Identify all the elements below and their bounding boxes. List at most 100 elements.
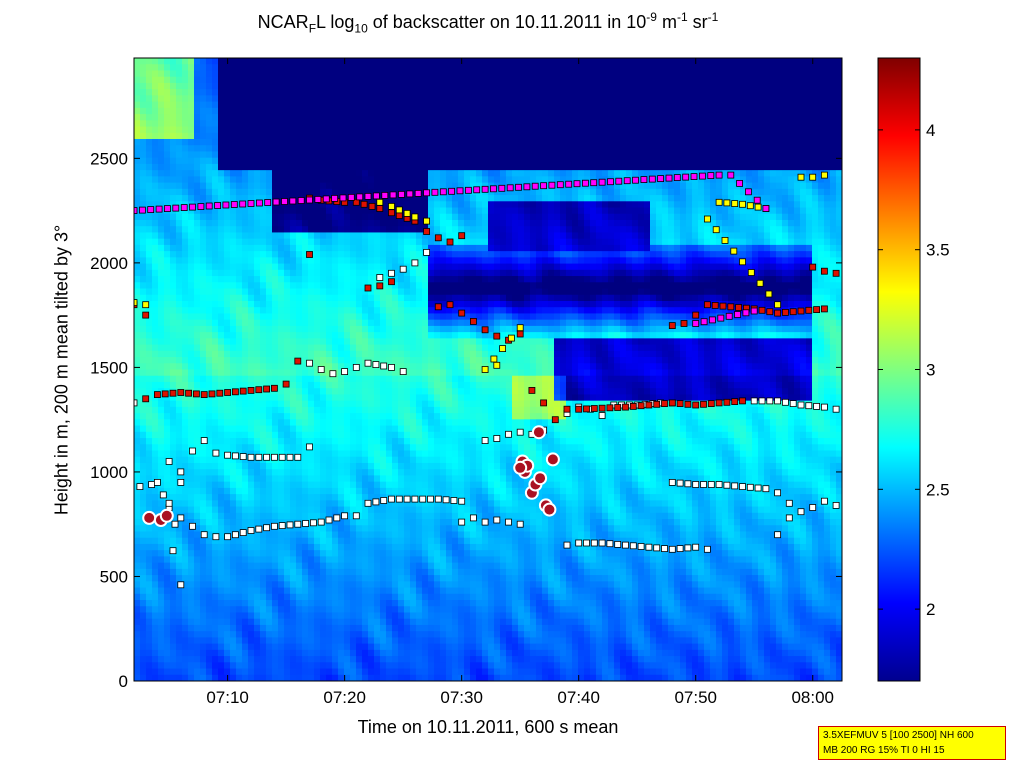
heatmap-cell bbox=[218, 157, 225, 165]
heatmap-cell bbox=[332, 394, 339, 402]
heatmap-cell bbox=[146, 419, 153, 427]
heatmap-cell bbox=[386, 537, 393, 545]
heatmap-cell bbox=[272, 207, 279, 215]
heatmap-cell bbox=[254, 438, 261, 445]
heatmap-cell bbox=[266, 219, 273, 227]
heatmap-cell bbox=[230, 101, 237, 109]
heatmap-cell bbox=[350, 132, 357, 140]
heatmap-cell bbox=[404, 537, 411, 545]
heatmap-cell bbox=[320, 394, 327, 402]
heatmap-cell bbox=[272, 357, 279, 364]
heatmap-cell bbox=[206, 101, 213, 109]
heatmap-cell bbox=[158, 487, 165, 495]
heatmap-cell bbox=[176, 338, 183, 346]
heatmap-cell bbox=[416, 219, 423, 227]
heatmap-cell bbox=[428, 643, 435, 651]
heatmap-cell bbox=[176, 431, 183, 439]
heatmap-cell bbox=[332, 481, 339, 489]
heatmap-cell bbox=[236, 325, 243, 333]
heatmap-cell bbox=[248, 332, 255, 339]
heatmap-cell bbox=[236, 294, 243, 302]
heatmap-cell bbox=[296, 562, 303, 570]
heatmap-cell bbox=[362, 425, 369, 433]
heatmap-cell bbox=[368, 600, 375, 607]
heatmap-cell bbox=[224, 649, 231, 657]
heatmap-cell bbox=[146, 550, 153, 557]
heatmap-cell bbox=[170, 618, 177, 626]
heatmap-cell bbox=[290, 244, 297, 252]
heatmap-cell bbox=[152, 332, 159, 339]
heatmap-cell bbox=[398, 562, 405, 570]
heatmap-cell bbox=[254, 394, 261, 402]
heatmap-cell bbox=[302, 612, 309, 620]
heatmap-cell bbox=[200, 238, 207, 246]
heatmap-cell bbox=[212, 89, 219, 96]
heatmap-cell bbox=[170, 163, 177, 171]
heatmap-cell bbox=[218, 543, 225, 551]
heatmap-cell bbox=[338, 357, 345, 364]
heatmap-cell bbox=[140, 481, 147, 489]
heatmap-cell bbox=[242, 431, 249, 439]
heatmap-cell bbox=[248, 649, 255, 657]
heatmap-cell bbox=[338, 519, 345, 526]
heatmap-cell bbox=[218, 300, 225, 308]
heatmap-cell bbox=[236, 350, 243, 358]
heatmap-cell bbox=[308, 593, 315, 601]
heatmap-cell bbox=[188, 338, 195, 346]
heatmap-cell bbox=[314, 257, 321, 265]
heatmap-cell bbox=[182, 662, 189, 670]
heatmap-cell bbox=[188, 76, 195, 84]
heatmap-cell bbox=[260, 294, 267, 302]
heatmap-cell bbox=[404, 543, 411, 551]
heatmap-cell bbox=[206, 319, 213, 327]
heatmap-cell bbox=[422, 276, 429, 283]
heatmap-cell bbox=[428, 257, 435, 265]
heatmap-cell bbox=[200, 481, 207, 489]
heatmap-cell bbox=[296, 494, 303, 501]
heatmap-cell bbox=[308, 606, 315, 614]
heatmap-cell bbox=[380, 151, 387, 159]
heatmap-cell bbox=[260, 381, 267, 389]
heatmap-cell bbox=[398, 413, 405, 420]
heatmap-cell bbox=[368, 656, 375, 663]
heatmap-cell bbox=[314, 151, 321, 159]
heatmap-cell bbox=[344, 481, 351, 489]
heatmap-cell bbox=[152, 475, 159, 483]
heatmap-cell bbox=[308, 624, 315, 632]
heatmap-cell bbox=[140, 643, 147, 651]
heatmap-cell bbox=[392, 469, 399, 477]
heatmap-cell bbox=[152, 375, 159, 383]
heatmap-cell bbox=[332, 120, 339, 128]
heatmap-cell bbox=[212, 344, 219, 352]
heatmap-cell bbox=[350, 350, 357, 358]
heatmap-cell bbox=[392, 95, 399, 103]
heatmap-cell bbox=[380, 600, 387, 607]
heatmap-cell bbox=[344, 325, 351, 333]
heatmap-cell bbox=[254, 593, 261, 601]
heatmap-cell bbox=[218, 469, 225, 477]
heatmap-cell bbox=[350, 637, 357, 645]
heatmap-cell bbox=[380, 95, 387, 103]
heatmap-cell bbox=[296, 332, 303, 339]
heatmap-cell bbox=[224, 481, 231, 489]
heatmap-cell bbox=[206, 263, 213, 271]
heatmap-cell bbox=[284, 226, 291, 234]
heatmap-cell bbox=[374, 238, 381, 246]
heatmap-cell bbox=[332, 163, 339, 171]
heatmap-cell bbox=[278, 120, 285, 128]
heatmap-cell bbox=[392, 244, 399, 252]
heatmap-cell bbox=[398, 195, 405, 202]
heatmap-cell bbox=[404, 232, 411, 240]
heatmap-cell bbox=[278, 550, 285, 557]
heatmap-cell bbox=[344, 176, 351, 184]
heatmap-cell bbox=[416, 120, 423, 128]
heatmap-cell bbox=[428, 101, 435, 109]
heatmap-cell bbox=[224, 600, 231, 607]
heatmap-cell bbox=[134, 406, 141, 414]
heatmap-cell bbox=[200, 469, 207, 477]
heatmap-cell bbox=[320, 637, 327, 645]
heatmap-cell bbox=[224, 120, 231, 128]
heatmap-cell bbox=[200, 82, 207, 90]
heatmap-cell bbox=[236, 132, 243, 140]
heatmap-cell bbox=[392, 107, 399, 115]
